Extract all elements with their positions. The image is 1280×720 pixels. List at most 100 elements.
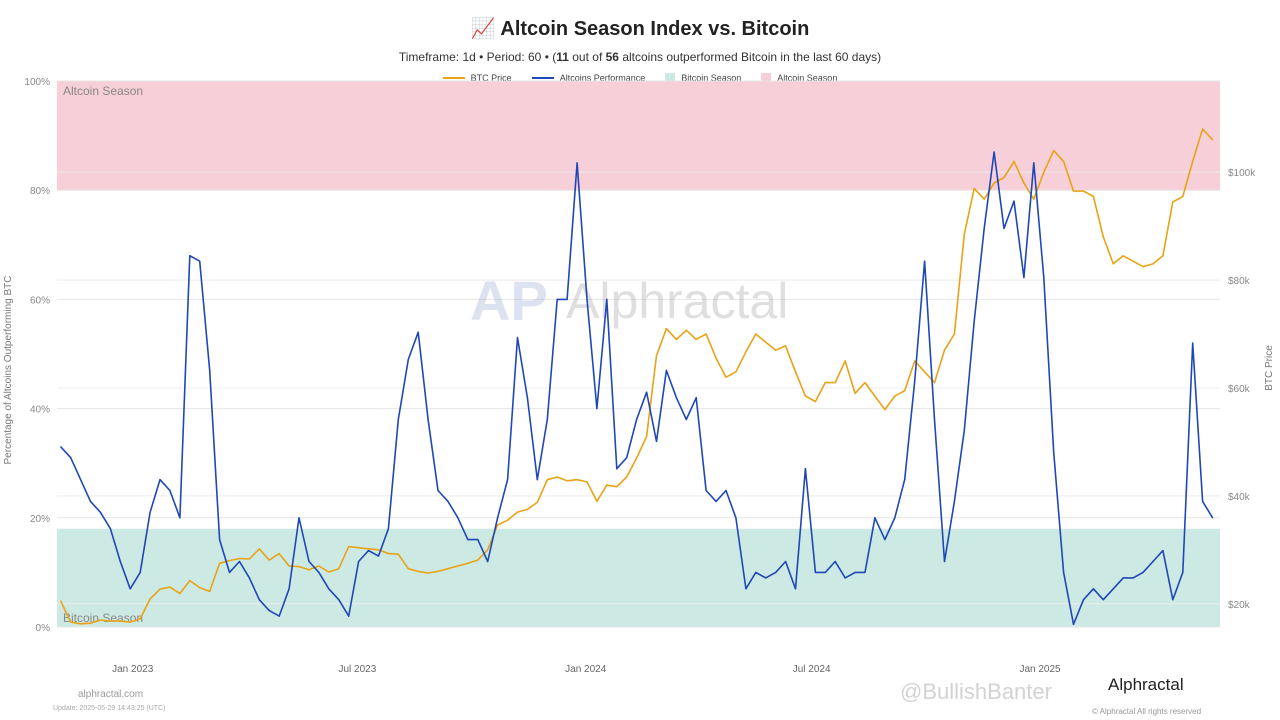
point-altcoins-performance xyxy=(1013,200,1015,202)
point-altcoins-performance xyxy=(129,588,131,590)
point-altcoins-performance xyxy=(437,489,439,492)
point-altcoins-performance xyxy=(1122,577,1124,579)
point-altcoins-performance xyxy=(606,298,608,300)
point-altcoins-performance xyxy=(735,517,737,519)
point-altcoins-performance xyxy=(328,588,330,590)
y2-tick-label: $80k xyxy=(1228,276,1251,287)
point-altcoins-performance xyxy=(596,408,598,410)
point-btc-price xyxy=(367,548,370,550)
point-altcoins-performance xyxy=(377,555,380,557)
point-altcoins-performance xyxy=(636,418,638,421)
point-btc-price xyxy=(645,435,648,438)
point-altcoins-performance xyxy=(864,571,866,574)
point-btc-price xyxy=(228,560,231,562)
legend-bitcoin-season[interactable]: Bitcoin Season xyxy=(665,73,741,83)
point-btc-price xyxy=(179,592,181,595)
point-altcoins-performance xyxy=(189,255,191,257)
point-altcoins-performance xyxy=(1092,588,1094,590)
point-altcoins-performance xyxy=(159,478,161,481)
legend-altcoins-performance[interactable]: Altcoins Performance xyxy=(531,73,645,83)
point-btc-price xyxy=(248,558,250,560)
point-btc-price xyxy=(218,562,221,564)
point-altcoins-performance xyxy=(765,577,767,579)
chart-increasing-icon: 📈 xyxy=(470,18,496,40)
point-btc-price xyxy=(755,333,757,335)
point-btc-price xyxy=(1063,160,1065,162)
point-btc-price xyxy=(705,333,707,335)
point-altcoins-performance xyxy=(993,151,995,153)
legend-swatch xyxy=(531,77,554,79)
point-btc-price xyxy=(139,618,141,620)
point-altcoins-performance xyxy=(298,517,300,519)
point-altcoins-performance xyxy=(60,446,62,448)
point-btc-price xyxy=(1112,263,1114,265)
point-btc-price xyxy=(943,349,946,351)
point-btc-price xyxy=(775,349,777,351)
y-tick-label: 0% xyxy=(36,623,51,634)
point-btc-price xyxy=(70,621,72,623)
watermark-text: Alphractal xyxy=(566,273,788,329)
point-btc-price xyxy=(506,519,509,521)
point-btc-price xyxy=(933,381,936,384)
point-altcoins-performance xyxy=(397,418,399,421)
point-btc-price xyxy=(497,524,499,526)
point-altcoins-performance xyxy=(854,571,856,574)
point-altcoins-performance xyxy=(1082,599,1085,601)
point-altcoins-performance xyxy=(1192,342,1194,344)
point-btc-price xyxy=(1092,195,1094,198)
point-btc-price xyxy=(477,559,479,561)
point-btc-price xyxy=(387,553,389,555)
point-altcoins-performance xyxy=(467,539,469,541)
point-altcoins-performance xyxy=(844,577,846,579)
point-altcoins-performance xyxy=(794,588,797,590)
point-altcoins-performance xyxy=(824,571,826,574)
point-btc-price xyxy=(904,390,906,392)
point-btc-price xyxy=(1202,128,1204,130)
point-btc-price xyxy=(536,501,538,503)
point-altcoins-performance xyxy=(139,571,141,574)
point-altcoins-performance xyxy=(973,320,975,322)
y-tick-label: 60% xyxy=(30,295,50,306)
point-altcoins-performance xyxy=(1063,571,1065,574)
legend-altcoin-season[interactable]: Altcoin Season xyxy=(761,73,837,83)
point-btc-price xyxy=(725,376,727,378)
point-altcoins-performance xyxy=(70,457,72,459)
point-altcoins-performance xyxy=(228,571,231,574)
point-altcoins-performance xyxy=(516,337,519,339)
point-altcoins-performance xyxy=(1003,227,1005,230)
point-btc-price xyxy=(169,586,171,588)
point-altcoins-performance xyxy=(268,610,270,612)
point-btc-price xyxy=(377,549,380,551)
point-btc-price xyxy=(199,587,201,589)
point-altcoins-performance xyxy=(576,162,578,164)
point-altcoins-performance xyxy=(695,397,697,399)
point-altcoins-performance xyxy=(645,391,648,393)
point-btc-price xyxy=(457,565,459,567)
point-btc-price xyxy=(268,559,270,561)
site-link[interactable]: alphractal.com xyxy=(78,689,144,700)
y-axis-title: Percentage of Altcoins Outperforming BTC xyxy=(3,276,14,465)
point-altcoins-performance xyxy=(1142,571,1144,574)
point-altcoins-performance xyxy=(288,588,290,590)
point-altcoins-performance xyxy=(238,560,241,563)
legend-btc-price[interactable]: BTC Price xyxy=(442,73,512,83)
point-btc-price xyxy=(1182,195,1184,198)
point-btc-price xyxy=(963,233,965,235)
point-btc-price xyxy=(1122,255,1124,257)
point-altcoins-performance xyxy=(675,397,677,399)
x-tick-label: Jul 2023 xyxy=(338,664,376,675)
y-tick-label: 40% xyxy=(30,405,50,416)
point-btc-price xyxy=(1003,176,1005,179)
subtitle-suffix: altcoins outperformed Bitcoin in the las… xyxy=(618,50,882,64)
point-altcoins-performance xyxy=(308,560,310,563)
point-btc-price xyxy=(288,565,290,567)
point-altcoins-performance xyxy=(784,560,787,563)
point-altcoins-performance xyxy=(1023,276,1025,279)
point-altcoins-performance xyxy=(755,571,757,574)
point-altcoins-performance xyxy=(1033,162,1035,164)
point-altcoins-performance xyxy=(715,500,717,503)
point-btc-price xyxy=(1043,171,1045,173)
y2-tick-label: $100k xyxy=(1228,168,1256,179)
point-btc-price xyxy=(695,338,697,341)
